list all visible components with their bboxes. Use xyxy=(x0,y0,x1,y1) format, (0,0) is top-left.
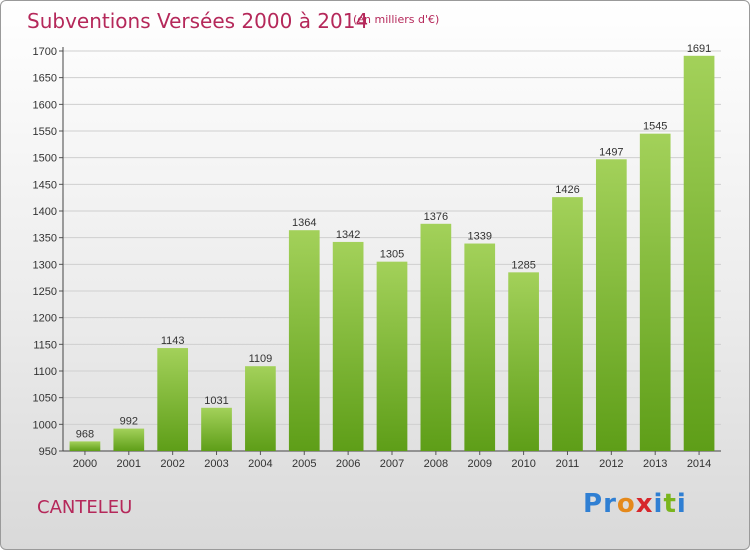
bar xyxy=(113,428,145,451)
x-tick-label: 2008 xyxy=(424,458,448,470)
bar xyxy=(508,272,539,451)
data-label: 1109 xyxy=(249,353,273,365)
logo-letter: o xyxy=(616,489,636,519)
city-name: CANTELEU xyxy=(37,497,133,518)
y-tick-label: 1550 xyxy=(33,126,57,138)
bar xyxy=(332,241,364,451)
y-tick-label: 950 xyxy=(39,446,57,458)
y-tick-label: 1050 xyxy=(33,393,57,405)
y-tick-label: 1250 xyxy=(33,286,57,298)
proxiti-logo: Proxiti xyxy=(583,489,687,519)
logo-letter: i xyxy=(653,489,664,519)
bar xyxy=(376,261,408,451)
x-tick-labels: 2000 2001 2002 2003 2004 2005 2006 2007 2008 2009… xyxy=(73,451,711,470)
data-label: 1339 xyxy=(467,231,491,243)
x-tick-label: 2002 xyxy=(160,458,184,470)
bar xyxy=(288,230,320,451)
data-label: 1691 xyxy=(687,43,711,55)
x-tick-label: 2014 xyxy=(687,458,711,470)
bars xyxy=(69,55,715,452)
y-tick-label: 1650 xyxy=(33,73,57,85)
bar xyxy=(157,348,189,451)
data-label: 1342 xyxy=(336,229,360,241)
y-tick-label: 1100 xyxy=(33,366,57,378)
y-tick-labels: 950 1000 1050 1100 1150 1200 1250 1300 1350 1400 1… xyxy=(33,46,57,458)
data-label: 1545 xyxy=(643,121,667,133)
bar xyxy=(69,441,101,451)
y-tick-label: 1700 xyxy=(33,46,57,58)
x-tick-label: 2011 xyxy=(556,458,580,470)
y-tick-label: 1200 xyxy=(33,313,57,325)
bar xyxy=(464,243,496,451)
data-label: 1376 xyxy=(424,211,448,223)
data-label: 1364 xyxy=(292,217,316,229)
x-tick-label: 2005 xyxy=(292,458,316,470)
logo-letter: r xyxy=(603,489,617,519)
data-label: 1497 xyxy=(599,146,623,158)
data-label: 1143 xyxy=(161,335,185,347)
logo-letter: i xyxy=(676,489,687,519)
data-labels: 968 992 1143 1031 1109 1364 1342 1305 1376 1339 12… xyxy=(76,43,712,441)
x-tick-label: 2006 xyxy=(336,458,360,470)
y-tick-label: 1000 xyxy=(33,419,57,431)
bar xyxy=(552,197,583,451)
x-tick-label: 2012 xyxy=(599,458,623,470)
data-label: 1285 xyxy=(511,259,535,271)
x-tick-label: 2000 xyxy=(73,458,97,470)
x-tick-label: 2001 xyxy=(117,458,141,470)
x-tick-label: 2010 xyxy=(511,458,535,470)
y-tick-label: 1400 xyxy=(33,206,57,218)
x-tick-label: 2004 xyxy=(248,458,272,470)
y-tick-label: 1600 xyxy=(33,99,57,111)
chart-title: Subventions Versées 2000 à 2014 xyxy=(27,9,369,33)
y-tick-label: 1450 xyxy=(33,179,57,191)
data-label: 968 xyxy=(76,428,94,440)
logo-letter: t xyxy=(663,489,677,519)
x-tick-label: 2007 xyxy=(380,458,404,470)
bar xyxy=(201,407,232,451)
bar xyxy=(639,133,671,451)
data-label: 992 xyxy=(120,416,138,428)
data-label: 1305 xyxy=(380,249,404,261)
x-tick-label: 2013 xyxy=(643,458,667,470)
y-tick-label: 1300 xyxy=(33,259,57,271)
chart-units: (en milliers d'€) xyxy=(353,13,440,26)
bar xyxy=(420,223,452,451)
x-tick-label: 2003 xyxy=(204,458,228,470)
data-label: 1426 xyxy=(555,184,579,196)
y-tick-label: 1350 xyxy=(33,233,57,245)
bar xyxy=(245,366,276,451)
data-label: 1031 xyxy=(204,395,228,407)
y-tick-label: 1500 xyxy=(33,153,57,165)
bar xyxy=(595,159,627,451)
logo-letter: x xyxy=(635,489,654,519)
y-tick-label: 1150 xyxy=(33,339,57,351)
logo-letter: P xyxy=(583,489,604,519)
x-tick-label: 2009 xyxy=(467,458,491,470)
bar xyxy=(683,55,715,452)
